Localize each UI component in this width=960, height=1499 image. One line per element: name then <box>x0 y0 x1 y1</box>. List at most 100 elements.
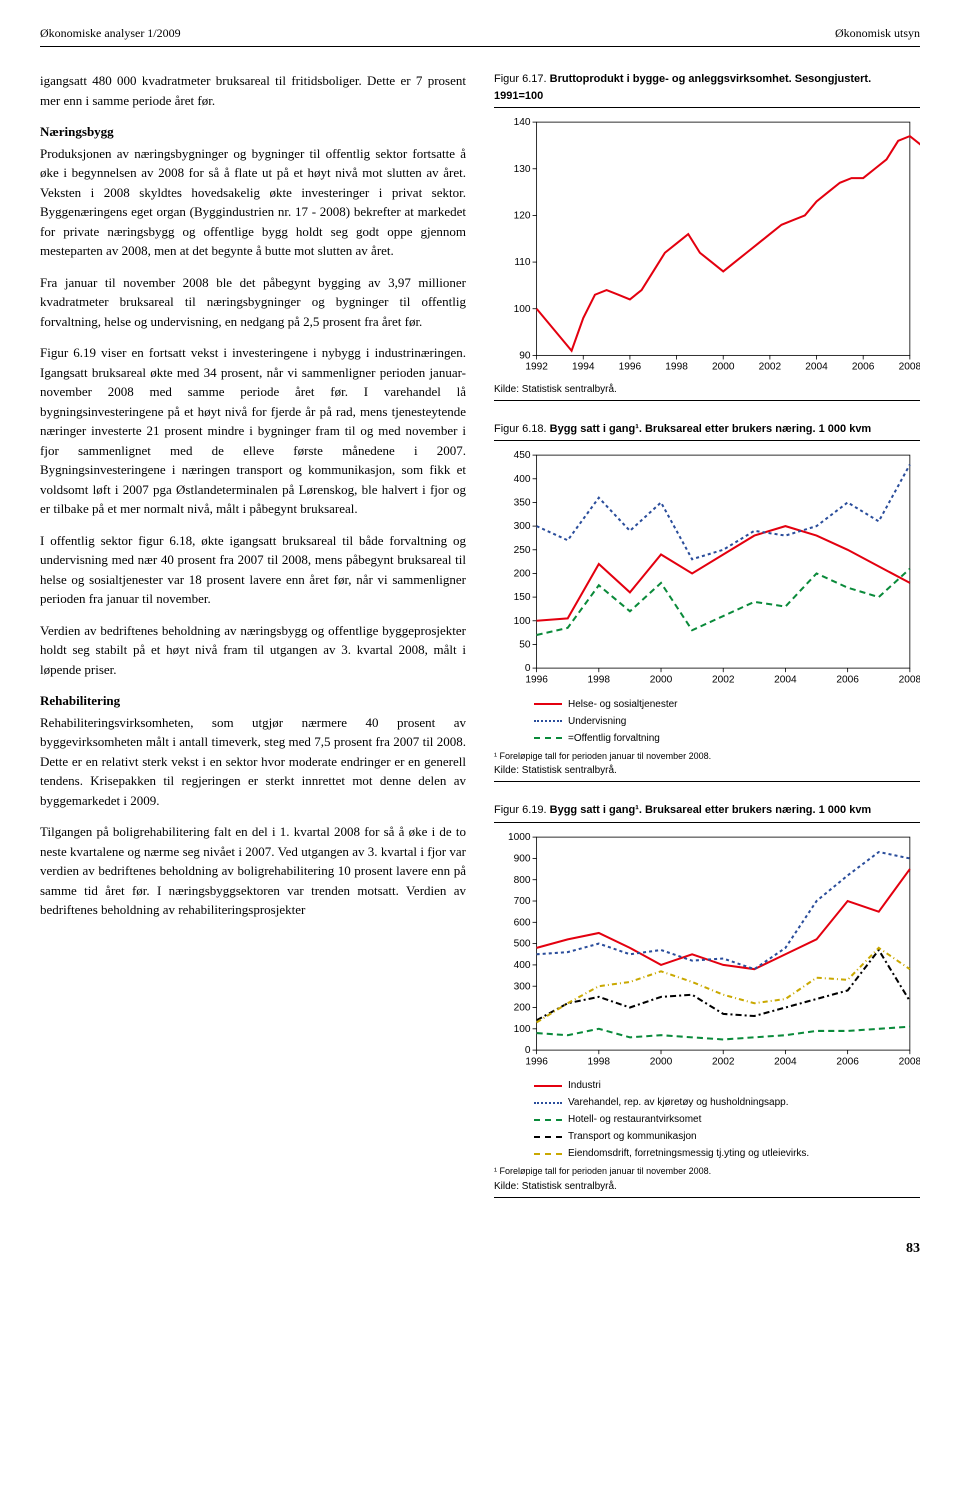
naring-p1: Produksjonen av næringsbygninger og bygn… <box>40 144 466 261</box>
page-number: 83 <box>40 1238 920 1259</box>
fig617-title: Figur 6.17. Bruttoprodukt i bygge- og an… <box>494 71 920 108</box>
naring-p4: I offentlig sektor figur 6.18, økte igan… <box>40 531 466 609</box>
svg-text:1994: 1994 <box>572 362 595 373</box>
fig617-chart: 9010011012013014019921994199619982000200… <box>494 114 920 378</box>
svg-text:120: 120 <box>514 210 531 221</box>
svg-text:2004: 2004 <box>774 675 797 686</box>
svg-text:2002: 2002 <box>712 1056 735 1067</box>
svg-text:500: 500 <box>514 938 531 949</box>
rehab-p2: Tilgangen på boligrehabilitering falt en… <box>40 822 466 920</box>
svg-text:100: 100 <box>514 1023 531 1034</box>
svg-text:300: 300 <box>514 981 531 992</box>
fig619-title-text: Bygg satt i gang¹. Bruksareal etter bruk… <box>550 804 872 816</box>
fig619-chart: 0100200300400500600700800900100019961998… <box>494 829 920 1161</box>
fig618-chart: 0501001502002503003504004501996199820002… <box>494 447 920 745</box>
fig618-legend: Helse- og sosialtjenester Undervisning =Of… <box>534 697 920 746</box>
fig618-source: Kilde: Statistisk sentralbyrå. <box>494 763 920 782</box>
svg-text:400: 400 <box>514 960 531 971</box>
fig617-source: Kilde: Statistisk sentralbyrå. <box>494 382 920 401</box>
fig619-title: Figur 6.19. Bygg satt i gang¹. Bruksarea… <box>494 802 920 823</box>
legend-swatch-icon <box>534 1085 562 1087</box>
page-body: igangsatt 480 000 kvadratmeter bruksarea… <box>40 71 920 1218</box>
fig619-legend: Industri Varehandel, rep. av kjøretøy og … <box>534 1078 920 1161</box>
heading-naringsbygg: Næringsbygg <box>40 122 466 142</box>
naring-p2: Fra januar til november 2008 ble det påb… <box>40 273 466 332</box>
svg-text:800: 800 <box>514 874 531 885</box>
svg-text:0: 0 <box>525 1045 531 1056</box>
fig618-title: Figur 6.18. Bygg satt i gang¹. Bruksarea… <box>494 421 920 442</box>
svg-text:50: 50 <box>519 640 531 651</box>
svg-text:2002: 2002 <box>712 675 735 686</box>
svg-text:1996: 1996 <box>525 1056 548 1067</box>
legend-label: Hotell- og restaurantvirksomet <box>568 1112 701 1127</box>
legend-swatch-icon <box>534 1136 562 1138</box>
svg-text:900: 900 <box>514 853 531 864</box>
svg-text:700: 700 <box>514 896 531 907</box>
svg-text:2004: 2004 <box>805 362 828 373</box>
legend-item: Undervisning <box>534 714 920 729</box>
svg-text:1998: 1998 <box>588 675 611 686</box>
rehab-p1: Rehabiliteringsvirksomheten, som utgjør … <box>40 713 466 811</box>
legend-label: Undervisning <box>568 714 626 729</box>
fig619-source: Kilde: Statistisk sentralbyrå. <box>494 1179 920 1198</box>
svg-text:2002: 2002 <box>759 362 782 373</box>
svg-text:1992: 1992 <box>525 362 548 373</box>
fig619-label: Figur 6.19. <box>494 804 547 816</box>
svg-text:450: 450 <box>514 450 531 461</box>
svg-text:2000: 2000 <box>712 362 735 373</box>
svg-text:2008: 2008 <box>899 675 920 686</box>
svg-text:0: 0 <box>525 663 531 674</box>
svg-text:2008: 2008 <box>899 1056 920 1067</box>
page-header: Økonomiske analyser 1/2009 Økonomisk uts… <box>40 24 920 47</box>
svg-text:2000: 2000 <box>650 1056 673 1067</box>
fig618-footnote: ¹ Foreløpige tall for perioden januar ti… <box>494 750 920 764</box>
legend-swatch-icon <box>534 1119 562 1121</box>
fig618-label: Figur 6.18. <box>494 423 547 435</box>
legend-label: Industri <box>568 1078 601 1093</box>
svg-text:200: 200 <box>514 569 531 580</box>
svg-text:100: 100 <box>514 304 531 315</box>
svg-text:2006: 2006 <box>836 1056 859 1067</box>
fig617-label: Figur 6.17. <box>494 73 547 85</box>
svg-text:400: 400 <box>514 474 531 485</box>
legend-item: =Offentlig forvaltning <box>534 731 920 746</box>
legend-label: Varehandel, rep. av kjøretøy og husholdn… <box>568 1095 789 1110</box>
svg-text:2008: 2008 <box>899 362 920 373</box>
fig619-footnote: ¹ Foreløpige tall for perioden januar ti… <box>494 1165 920 1179</box>
heading-rehabilitering: Rehabilitering <box>40 691 466 711</box>
legend-item: Transport og kommunikasjon <box>534 1129 920 1144</box>
svg-text:250: 250 <box>514 545 531 556</box>
naring-p5: Verdien av bedriftenes beholdning av nær… <box>40 621 466 680</box>
legend-swatch-icon <box>534 703 562 705</box>
svg-text:100: 100 <box>514 616 531 627</box>
svg-text:600: 600 <box>514 917 531 928</box>
legend-item: Helse- og sosialtjenester <box>534 697 920 712</box>
legend-swatch-icon <box>534 1153 562 1155</box>
svg-text:1996: 1996 <box>619 362 642 373</box>
fig617-title-text: Bruttoprodukt i bygge- og anleggsvirksom… <box>494 73 871 102</box>
legend-label: Transport og kommunikasjon <box>568 1129 697 1144</box>
svg-text:300: 300 <box>514 521 531 532</box>
svg-text:350: 350 <box>514 498 531 509</box>
legend-label: =Offentlig forvaltning <box>568 731 660 746</box>
header-right: Økonomisk utsyn <box>835 24 920 42</box>
svg-text:2006: 2006 <box>852 362 875 373</box>
header-left: Økonomiske analyser 1/2009 <box>40 24 181 42</box>
legend-item: Eiendomsdrift, forretningsmessig tj.ytin… <box>534 1146 920 1161</box>
svg-text:110: 110 <box>514 257 531 268</box>
naring-p3: Figur 6.19 viser en fortsatt vekst i inv… <box>40 343 466 519</box>
legend-label: Helse- og sosialtjenester <box>568 697 678 712</box>
legend-swatch-icon <box>534 1102 562 1104</box>
svg-text:200: 200 <box>514 1002 531 1013</box>
svg-text:1000: 1000 <box>508 832 531 843</box>
legend-label: Eiendomsdrift, forretningsmessig tj.ytin… <box>568 1146 809 1161</box>
intro-paragraph: igangsatt 480 000 kvadratmeter bruksarea… <box>40 71 466 110</box>
svg-text:1998: 1998 <box>665 362 688 373</box>
left-column: igangsatt 480 000 kvadratmeter bruksarea… <box>40 71 466 1218</box>
right-column: Figur 6.17. Bruttoprodukt i bygge- og an… <box>494 71 920 1218</box>
legend-item: Varehandel, rep. av kjøretøy og husholdn… <box>534 1095 920 1110</box>
fig618-title-text: Bygg satt i gang¹. Bruksareal etter bruk… <box>550 423 872 435</box>
svg-text:130: 130 <box>514 164 531 175</box>
legend-swatch-icon <box>534 737 562 739</box>
svg-text:150: 150 <box>514 592 531 603</box>
